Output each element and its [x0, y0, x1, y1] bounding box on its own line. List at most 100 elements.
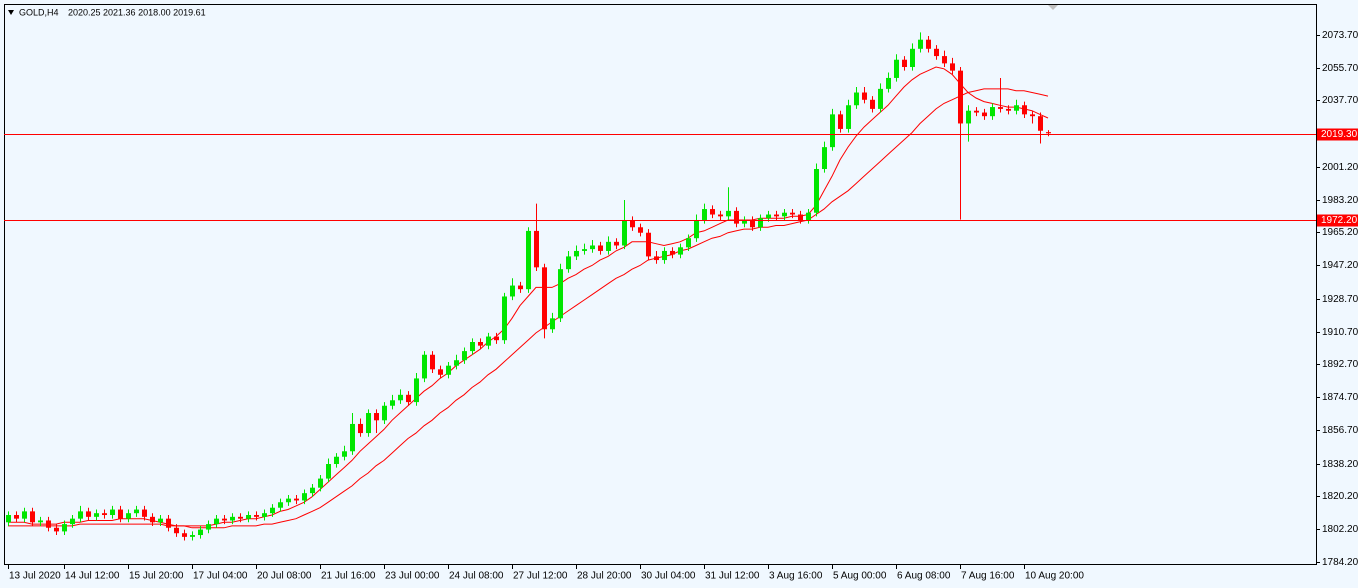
x-tick-label: 13 Jul 2020: [9, 571, 61, 582]
candle-body: [982, 112, 987, 117]
candle-body: [286, 498, 291, 503]
y-tick-label: 2055.70: [1322, 63, 1358, 74]
x-tick-label: 17 Jul 04:00: [193, 571, 248, 582]
candle-body: [422, 354, 427, 379]
candle-body: [678, 247, 683, 255]
candle-body: [766, 214, 771, 219]
candle-body: [582, 249, 587, 251]
candle-body: [46, 520, 51, 528]
x-tick-label: 3 Aug 16:00: [769, 571, 823, 582]
candle-body: [598, 245, 603, 251]
candle-body: [942, 56, 947, 64]
candle-body: [222, 518, 227, 521]
candle-body: [646, 232, 651, 257]
candle-body: [718, 214, 723, 217]
candle-body: [782, 212, 787, 217]
y-tick-label: 1965.20: [1322, 227, 1358, 238]
candle-body: [150, 516, 155, 523]
candle-body: [382, 405, 387, 421]
candle-body: [62, 524, 67, 532]
candle-body: [6, 515, 11, 523]
candle-body: [966, 110, 971, 124]
candle-body: [654, 256, 659, 261]
candle-body: [374, 413, 379, 421]
candle-body: [622, 219, 627, 246]
y-tick-label: 1910.70: [1322, 327, 1358, 338]
candle-body: [750, 219, 755, 228]
candle-body: [326, 464, 331, 479]
candle-body: [742, 219, 747, 224]
y-tick-label: 1874.70: [1322, 392, 1358, 403]
candle-body: [318, 478, 323, 488]
candle-body: [310, 487, 315, 494]
candle-body: [86, 511, 91, 517]
candle-body: [398, 394, 403, 401]
x-tick-label: 30 Jul 04:00: [641, 571, 696, 582]
candle-body: [438, 369, 443, 375]
x-tick-label: 23 Jul 00:00: [385, 571, 440, 582]
candle-body: [526, 230, 531, 290]
candle-body: [94, 513, 99, 517]
candle-body: [974, 110, 979, 113]
candle-body: [230, 516, 235, 521]
candle-body: [486, 336, 491, 346]
x-tick-label: 21 Jul 16:00: [321, 571, 376, 582]
price-label-box: [1317, 128, 1358, 141]
shift-marker: [1048, 5, 1058, 10]
candle-body: [270, 507, 275, 514]
candle-body: [534, 230, 539, 268]
y-tick-label: 1983.20: [1322, 195, 1358, 206]
candle-body: [814, 168, 819, 213]
candle-body: [358, 423, 363, 434]
candle-body: [542, 267, 547, 330]
y-tick-label: 1928.70: [1322, 294, 1358, 305]
x-tick-label: 24 Jul 08:00: [449, 571, 504, 582]
moving-average: [8, 88, 1049, 529]
candle-body: [446, 365, 451, 375]
candle-body: [1014, 105, 1019, 111]
x-tick-label: 7 Aug 16:00: [961, 571, 1015, 582]
candle-body: [886, 77, 891, 89]
candle-body: [670, 250, 675, 255]
candle-body: [102, 513, 107, 516]
candle-body: [350, 423, 355, 452]
candle-body: [614, 241, 619, 246]
y-tick-label: 1820.20: [1322, 491, 1358, 502]
candle-body: [198, 529, 203, 536]
candle-body: [470, 342, 475, 352]
candle-body: [70, 518, 75, 525]
candle-body: [926, 39, 931, 49]
candle-body: [590, 245, 595, 250]
candle-body: [1006, 108, 1011, 111]
candle-body: [798, 214, 803, 220]
candle-body: [54, 527, 59, 532]
candle-body: [254, 515, 259, 517]
candle-body: [606, 241, 611, 251]
candle-body: [1038, 116, 1043, 131]
menu-arrow[interactable]: [8, 10, 14, 15]
candle-body: [910, 48, 915, 68]
candle-body: [294, 498, 299, 501]
candle-body: [822, 147, 827, 169]
candle-body: [1046, 132, 1051, 134]
x-tick-label: 31 Jul 12:00: [705, 571, 760, 582]
y-tick-label: 2037.70: [1322, 95, 1358, 106]
candle-body: [182, 533, 187, 537]
price-label-box: [1317, 214, 1358, 227]
candle-body: [334, 456, 339, 465]
x-tick-label: 14 Jul 12:00: [65, 571, 120, 582]
y-tick-label: 1838.20: [1322, 459, 1358, 470]
candle-body: [206, 524, 211, 530]
candle-body: [142, 509, 147, 517]
candle-body: [430, 354, 435, 370]
candle-body: [998, 107, 1003, 109]
candle-body: [566, 256, 571, 270]
candle-body: [830, 114, 835, 148]
plot-frame: [4, 4, 1317, 565]
candle-body: [14, 515, 19, 519]
candle-body: [238, 516, 243, 519]
candle-body: [126, 513, 131, 519]
candle-body: [862, 92, 867, 100]
candle-body: [990, 107, 995, 117]
